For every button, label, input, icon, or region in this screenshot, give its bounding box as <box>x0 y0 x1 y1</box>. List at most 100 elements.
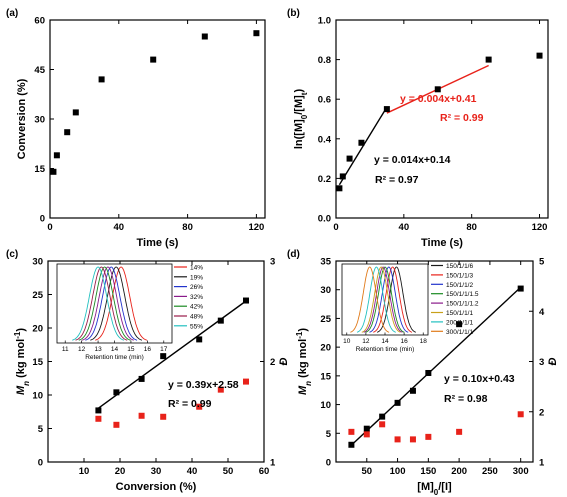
gpc-trace <box>81 266 134 341</box>
dispersity-point <box>160 413 167 420</box>
mn-point <box>379 413 386 420</box>
legend-entry: 150/1/1/1.5 <box>446 291 479 298</box>
mn-point <box>409 387 416 394</box>
y-tick-label: 20 <box>320 343 331 354</box>
legend-entry: 48% <box>190 314 203 321</box>
gpc-trace <box>373 266 413 333</box>
fit-equation: y = 0.39x+2.58 <box>168 379 239 391</box>
data-point <box>336 185 343 192</box>
data-point <box>201 33 208 40</box>
x-axis-label: [M]0/[I] <box>417 481 452 497</box>
gpc-trace <box>78 266 131 341</box>
x-tick-label: 300 <box>513 466 529 477</box>
x-axis-label: Time (s) <box>421 237 463 249</box>
fit-r2: R² = 0.98 <box>444 393 488 405</box>
y-tick-label: 0 <box>38 458 43 469</box>
legend-entry: 150/1/1/1 <box>446 310 473 317</box>
y-tick-label: 10 <box>320 400 331 411</box>
dispersity-point <box>394 436 401 443</box>
data-point <box>53 152 60 159</box>
mn-point <box>196 336 203 343</box>
legend-entry: 300/1/1/1 <box>446 329 473 336</box>
dispersity-point <box>196 403 203 410</box>
label-part: n <box>22 381 31 386</box>
fit-r2: R² = 0.99 <box>440 112 484 124</box>
legend-entry: 14% <box>190 265 203 272</box>
y-axis-label: Mn (kg mol-1) <box>295 328 313 395</box>
y-right-tick-label: 2 <box>270 357 275 368</box>
x-axis-label: Time (s) <box>137 237 179 249</box>
fit-r2: R² = 0.99 <box>168 398 212 410</box>
label-part: -1 <box>295 331 304 339</box>
x-tick-label: 40 <box>399 222 410 233</box>
label-part: ) <box>293 89 305 93</box>
y-tick-label: 0 <box>40 214 45 225</box>
mn-point <box>217 317 224 324</box>
dispersity-point <box>517 411 524 418</box>
legend-entry: 32% <box>190 294 203 301</box>
panel-d: (d)50 100 150 200 250 3000510152025303512345[… <box>287 249 559 497</box>
x-tick-label: 0 <box>333 222 338 233</box>
inset-tick-label: 14 <box>381 338 389 345</box>
data-point <box>383 106 390 113</box>
y-tick-label: 1.0 <box>318 16 331 27</box>
y-tick-label: 10 <box>32 391 43 402</box>
label-part: n <box>304 381 313 386</box>
mn-point <box>243 297 249 304</box>
legend-entry: 55% <box>190 323 203 330</box>
fit-r2: R² = 0.97 <box>375 174 419 186</box>
legend-entry: 150/1/1/3 <box>446 272 473 279</box>
mn-point <box>113 389 120 396</box>
y-right-tick-label: 1 <box>270 458 276 469</box>
inset-x-label: Retention time (min) <box>85 354 144 361</box>
inset-tick-label: 12 <box>78 346 86 353</box>
mn-point <box>363 425 370 432</box>
y-right-tick-label: 3 <box>539 357 544 368</box>
gpc-trace <box>361 266 401 333</box>
inset-tick-label: 10 <box>343 338 351 345</box>
data-point <box>253 30 260 37</box>
y-tick-label: 60 <box>34 16 45 27</box>
dispersity-point <box>243 378 249 385</box>
data-point <box>64 129 71 136</box>
dispersity-point <box>363 431 370 438</box>
data-point <box>358 139 365 146</box>
y-tick-label: 15 <box>34 164 45 175</box>
y-tick-label: 0.4 <box>318 134 332 145</box>
mn-point <box>160 353 167 360</box>
label-part: M <box>15 385 27 395</box>
panel-label: (a) <box>6 8 18 19</box>
gpc-trace <box>75 266 128 341</box>
x-tick-label: 20 <box>115 466 126 477</box>
data-point <box>72 109 79 116</box>
x-tick-label: 120 <box>532 222 548 233</box>
mn-point <box>138 375 145 382</box>
dispersity-point <box>456 428 463 435</box>
fit-equation: y = 0.004x+0.41 <box>400 93 477 105</box>
data-point <box>98 76 105 83</box>
panel-c: (c)10 20 30 40 50 60051015202530123Conversion… <box>6 249 290 493</box>
y-tick-label: 20 <box>32 324 43 335</box>
dispersity-point <box>113 421 120 428</box>
x-tick-label: 0 <box>47 222 52 233</box>
label-part: (kg mol <box>297 339 309 381</box>
legend-entry: 150/1/1/6 <box>446 263 473 270</box>
label-part: ln([M] <box>293 119 305 149</box>
legend-entry: 26% <box>190 284 203 291</box>
gpc-trace <box>365 266 405 333</box>
data-point <box>50 168 57 175</box>
label-part: 0 <box>434 488 439 497</box>
inset-tick-label: 16 <box>400 338 408 345</box>
mn-point <box>517 285 524 292</box>
label-part: -1 <box>13 331 22 339</box>
legend-entry: 150/1/1/2 <box>446 282 473 289</box>
dispersity-point <box>409 436 416 443</box>
label-part: t <box>300 92 309 95</box>
y-right-tick-label: 2 <box>539 407 544 418</box>
label-part: M <box>297 385 309 395</box>
y-tick-label: 25 <box>320 314 331 325</box>
mn-point <box>95 407 102 414</box>
x-tick-label: 40 <box>187 466 198 477</box>
inset-tick-label: 16 <box>144 346 152 353</box>
